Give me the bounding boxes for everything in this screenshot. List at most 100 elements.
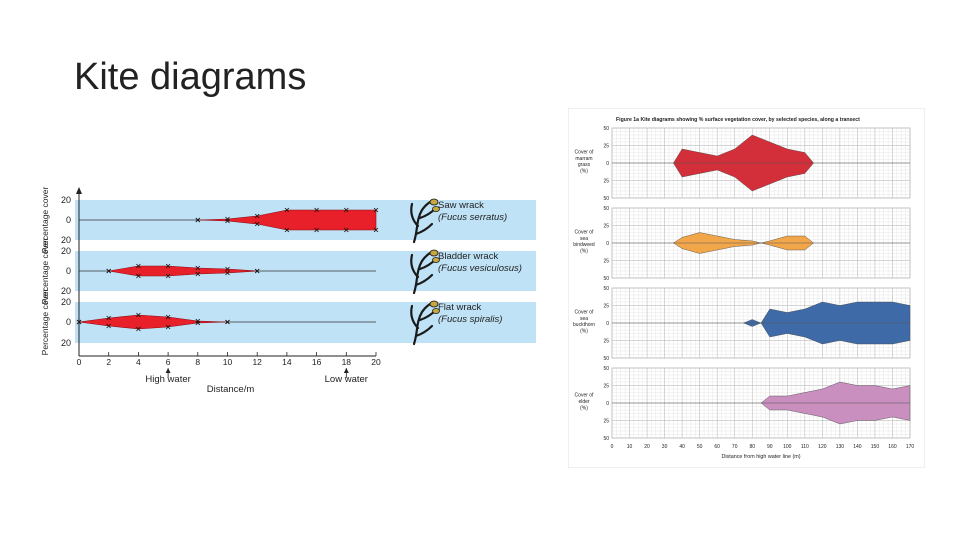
seaweed-illustration [410,198,440,244]
series-label: bindweed [573,242,595,248]
series-label: (%) [580,169,588,175]
data-point-marker [314,227,319,233]
series-label: (%) [580,249,588,255]
species-name-label: Saw wrack [438,200,484,211]
y-tick-label: 25 [603,178,609,184]
x-tick-label: 14 [282,357,292,367]
species-name-label: Bladder wrack [438,251,498,262]
data-point-marker [136,263,141,269]
y-tick-label: 25 [603,223,609,229]
x-tick-label: 170 [906,444,915,450]
data-point-marker [314,207,319,213]
data-point-marker [136,326,141,332]
data-point-marker [254,268,260,274]
x-tick-label: 80 [749,444,755,450]
data-point-marker [136,312,141,318]
seaweed-tip [429,198,439,206]
y-tick-label: 0 [66,317,71,327]
series-label: (%) [580,405,588,411]
data-point-marker [165,314,171,320]
y-tick-label: 20 [61,195,71,205]
data-point-marker [344,207,349,213]
slide-title: Kite diagrams [74,56,307,98]
x-tick-label: 12 [252,357,262,367]
y-tick-label: 0 [606,401,609,407]
seaweed-tip [432,308,440,314]
x-tick-label: 60 [714,444,720,450]
data-point-marker [373,207,379,213]
series-label: (%) [580,329,588,335]
y-tick-label: 0 [606,321,609,327]
x-tick-label: 6 [166,357,171,367]
x-tick-label: 0 [77,357,82,367]
x-tick-label: 30 [662,444,668,450]
seaweed-tip [429,300,439,308]
series-label: elder [578,399,589,405]
x-tick-label: 0 [611,444,614,450]
y-tick-label: 25 [603,418,609,424]
seaweed-illustration [410,249,440,295]
annotation-label: High water [145,374,190,385]
y-tick-label: 50 [603,206,609,212]
y-tick-label: 50 [603,196,609,202]
x-tick-label: 100 [783,444,792,450]
series-label: Cover of [575,309,595,315]
data-point-marker [373,227,379,233]
data-point-marker [254,213,260,219]
kite-shape [197,209,377,231]
data-point-marker [195,271,201,277]
x-tick-label: 40 [679,444,685,450]
y-tick-label: 20 [61,338,71,348]
data-point-marker [284,227,290,233]
x-tick-label: 4 [136,357,141,367]
data-point-marker [344,227,349,233]
y-tick-label: 50 [603,126,609,132]
data-point-marker [225,319,230,325]
series-label: marram [575,156,592,162]
x-tick-label: 18 [342,357,352,367]
seaweed-stem [410,300,438,346]
x-tick-label: 110 [801,444,809,450]
y-tick-label: 25 [603,383,609,389]
annotation-label: Low water [325,374,368,385]
y-tick-label: 25 [603,143,609,149]
right-kite-diagram: Figure 1a Kite diagrams showing % surfac… [568,108,925,468]
series-label: Cover of [575,393,595,399]
data-point-marker [225,218,230,224]
y-tick-label: 0 [606,241,609,247]
data-point-marker [106,323,111,329]
x-axis-label: Distance from high water line (m) [721,454,800,460]
seaweed-tip [432,257,440,263]
x-tick-label: 120 [818,444,827,450]
series-label: Cover of [575,229,595,235]
data-point-marker [195,320,201,326]
seaweed-illustration [410,300,440,346]
species-name-label: Flat wrack [438,302,482,313]
x-tick-label: 130 [836,444,845,450]
x-tick-label: 150 [871,444,880,450]
data-point-marker [195,217,201,223]
x-tick-label: 2 [106,357,111,367]
y-tick-label: 25 [603,303,609,309]
x-tick-label: 90 [767,444,773,450]
left-kite-diagram: 20 0 20 Percentage cover 20 0 20 Percentage cov… [40,187,536,395]
series-label: buckthorn [573,322,595,328]
data-point-marker [225,216,230,222]
data-point-marker [106,268,111,274]
series-label: sea [580,316,588,322]
x-tick-label: 10 [627,444,633,450]
y-axis-arrow [76,187,82,194]
y-axis-label: Percentage cover [40,289,50,356]
x-tick-label: 160 [888,444,897,450]
data-point-marker [165,273,171,279]
species-latin-label: (Fucus vesiculosus) [438,263,522,274]
x-axis-label: Distance/m [207,384,255,395]
data-point-marker [195,265,201,271]
y-axis-label: Percentage cover [40,187,50,254]
y-tick-label: 20 [61,286,71,296]
y-axis-label: Percentage cover [40,238,50,305]
y-tick-label: 20 [61,246,71,256]
x-tick-label: 16 [312,357,322,367]
